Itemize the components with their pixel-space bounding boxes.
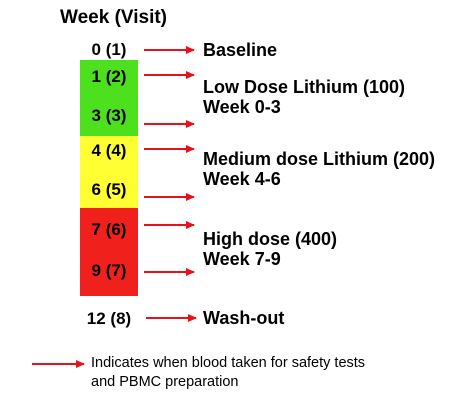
phase-washout-label: Wash-out [203,308,285,328]
low-dose-block [80,60,138,136]
phase-high-dose-label: High dose (400) [203,229,338,249]
legend-text-line2: and PBMC preparation [91,374,239,390]
medium-dose-block [80,136,138,208]
phase-low-dose-weeks: Week 0-3 [203,97,281,117]
phase-medium-dose-weeks: Week 4-6 [203,169,281,189]
week-visit-header: Week (Visit) [60,7,168,28]
week-label-7: 7 (6) [91,220,127,239]
week-label-6: 6 (5) [91,180,127,199]
phase-high-dose-weeks: Week 7-9 [203,249,281,269]
week-label-9: 9 (7) [91,261,127,280]
week-label-1: 1 (2) [91,67,127,86]
week-label-12: 12 (8) [86,309,132,328]
high-dose-block [80,208,138,296]
phase-medium-dose-label: Medium dose Lithium (200) [203,149,436,169]
phase-baseline-label: Baseline [203,40,278,60]
phase-low-dose-label: Low Dose Lithium (100) [203,77,406,97]
week-label-0: 0 (1) [91,40,127,59]
week-label-4: 4 (4) [91,141,127,160]
legend-text-line1: Indicates when blood taken for safety te… [91,355,366,371]
week-label-3: 3 (3) [91,106,127,125]
